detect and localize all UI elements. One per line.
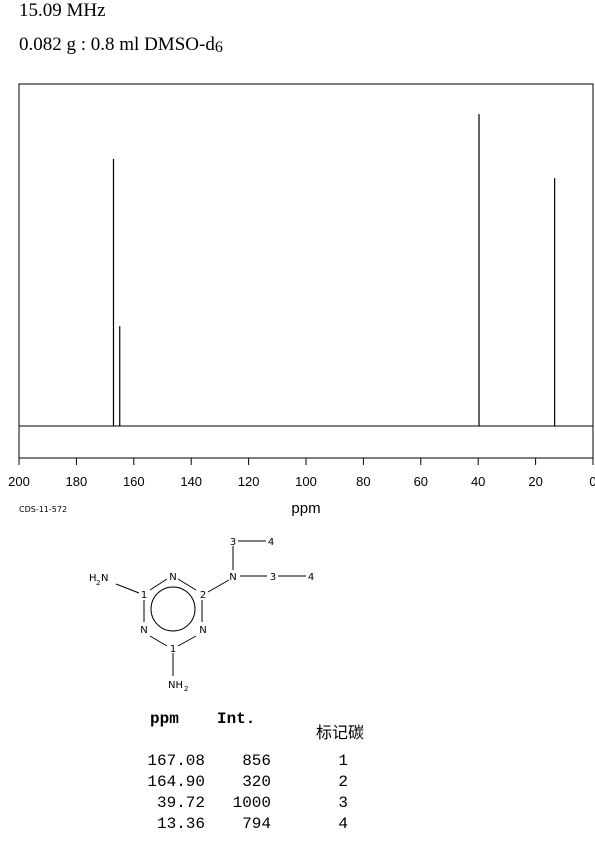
ethyl-carbon-4-upper: 4: [268, 537, 274, 548]
amine-bottom-subscript: 2: [184, 685, 188, 693]
header-carbon: 标记碳: [316, 723, 365, 742]
cell-int: 794: [242, 815, 271, 833]
table-row: 167.08 856 1: [0, 752, 400, 772]
cell-int: 856: [242, 752, 271, 770]
ring-carbon-1-bottom: 1: [170, 644, 176, 655]
x-tick-label: 0: [589, 474, 595, 489]
peak-group: [112, 114, 556, 426]
x-tick-label: 60: [414, 474, 428, 489]
x-tick-label: 120: [238, 474, 260, 489]
amine-left-h: H: [89, 573, 97, 584]
table-row: 164.90 320 2: [0, 773, 400, 793]
ring-n-left: N: [140, 625, 147, 636]
cell-carbon: 3: [338, 794, 348, 812]
cell-ppm: 39.72: [156, 794, 205, 812]
bond: [177, 635, 197, 647]
bond: [177, 578, 197, 591]
x-tick-label: 20: [528, 474, 542, 489]
peak-table: ppm Int. 标记碳 167.08 856 1 164.90 320 2 39.72 10…: [0, 710, 420, 845]
amine-bottom-nh: NH: [168, 680, 183, 691]
bond: [149, 635, 168, 647]
header-int: Int.: [217, 710, 256, 728]
amine-left-n: N: [101, 573, 108, 584]
x-axis-label: ppm: [291, 500, 320, 517]
x-tick-label: 140: [180, 474, 202, 489]
spectrometer-frequency: 15.09 MHz: [19, 0, 106, 21]
table-row: 39.72 1000 3: [0, 794, 400, 814]
x-axis-ticks: 200 180 160 140 120 100 80 60 40 20 0: [8, 458, 595, 489]
ring-n-top: N: [169, 572, 176, 583]
x-tick-label: 200: [8, 474, 30, 489]
exocyclic-n: N: [229, 572, 236, 583]
nmr-spectrum-chart: 200 180 160 140 120 100 80 60 40 20 0 ppm CDS-11-5…: [8, 83, 595, 517]
sample-subscript: 6: [214, 39, 223, 56]
x-tick-label: 80: [356, 474, 370, 489]
bond: [207, 579, 230, 593]
ethyl-carbon-3-upper: 3: [230, 537, 236, 548]
peak-table-rows: 167.08 856 1 164.90 320 2 39.72 1000 3 13.36 794 4: [0, 752, 420, 842]
ethyl-carbon-3-right: 3: [270, 572, 276, 583]
x-tick-label: 40: [471, 474, 485, 489]
ethyl-carbon-4-right: 4: [308, 572, 314, 583]
sample-description: 0.082 g : 0.8 ml DMSO-d6: [19, 34, 223, 56]
x-tick-label: 100: [295, 474, 317, 489]
cell-ppm: 13.36: [156, 815, 205, 833]
cell-carbon: 1: [338, 752, 348, 770]
cell-int: 320: [242, 773, 271, 791]
amine-left-subscript: 2: [96, 579, 100, 587]
bond: [115, 583, 140, 594]
cell-ppm: 167.08: [147, 752, 205, 770]
header-ppm: ppm: [150, 710, 179, 728]
cell-ppm: 164.90: [147, 773, 205, 791]
sample-text: 0.082 g : 0.8 ml DMSO-d: [19, 34, 215, 55]
x-tick-label: 160: [123, 474, 145, 489]
spectrum-id: CDS-11-572: [19, 505, 67, 514]
ring-carbon-2: 2: [200, 590, 206, 601]
table-row: 13.36 794 4: [0, 815, 400, 835]
aromatic-ring-circle: [150, 586, 196, 632]
cell-carbon: 2: [338, 773, 348, 791]
ring-n-right: N: [199, 625, 206, 636]
bond: [149, 578, 168, 591]
cell-int: 1000: [232, 794, 271, 812]
x-tick-label: 180: [66, 474, 88, 489]
cell-carbon: 4: [338, 815, 348, 833]
ring-carbon-1-top: 1: [141, 590, 147, 601]
